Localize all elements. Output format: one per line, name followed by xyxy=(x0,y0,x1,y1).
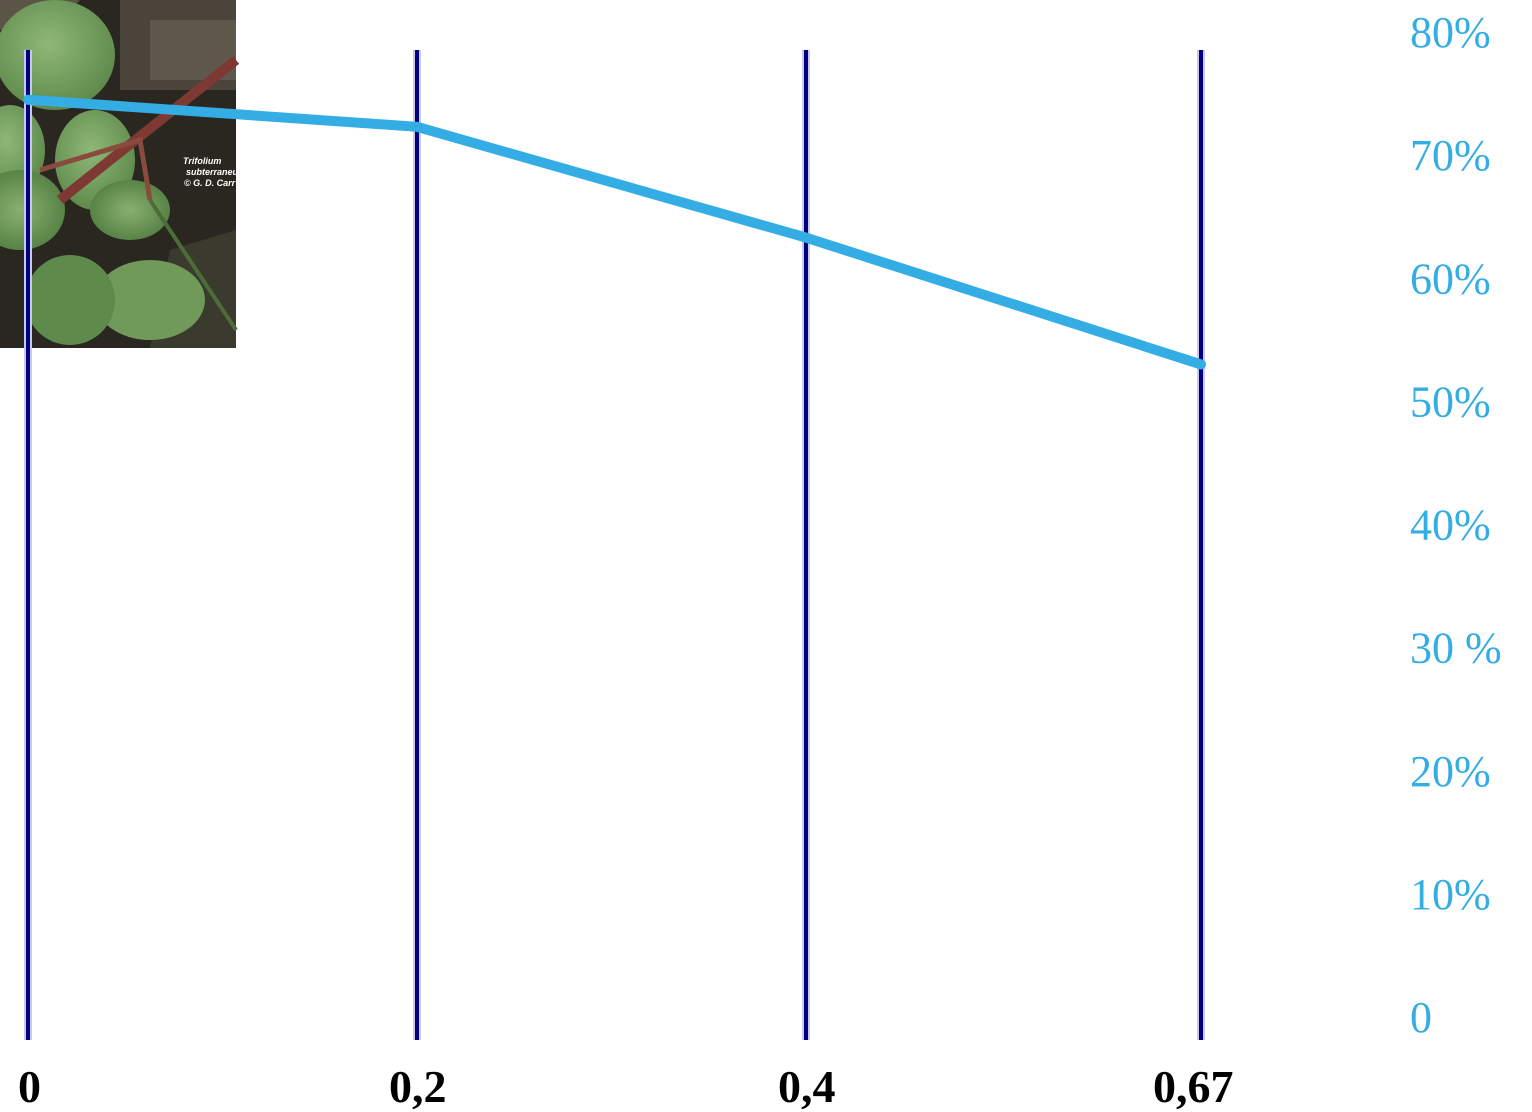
y-tick-label: 40% xyxy=(1410,501,1491,550)
x-tick-label: 0,67 xyxy=(1153,1061,1234,1112)
x-axis-ticks: 0 0,2 0,4 0,67 xyxy=(18,1061,1234,1112)
y-tick-label: 70% xyxy=(1410,131,1491,180)
data-point-1 xyxy=(412,121,422,132)
vertical-gridlines xyxy=(24,50,1205,1040)
y-tick-label: 10% xyxy=(1410,870,1491,919)
y-tick-label: 30 % xyxy=(1410,624,1502,673)
y-tick-label: 0 xyxy=(1410,993,1432,1042)
x-tick-label: 0 xyxy=(18,1061,41,1112)
clover-photo: Trifolium subterraneum © G. D. Carr xyxy=(0,0,246,348)
y-axis-ticks: 0 10% 20% 30 % 40% 50% 60% 70% 80% xyxy=(1410,8,1502,1042)
x-tick-label: 0,2 xyxy=(389,1061,447,1112)
data-point-3 xyxy=(1196,359,1206,370)
data-series xyxy=(23,94,1206,370)
series-line-0 xyxy=(27,94,1203,370)
y-tick-label: 60% xyxy=(1410,254,1491,303)
data-point-0 xyxy=(23,94,33,105)
y-tick-label: 50% xyxy=(1410,377,1491,426)
photo-caption-line2: subterraneum xyxy=(186,167,246,177)
photo-caption-line3: © G. D. Carr xyxy=(184,178,236,188)
data-point-2 xyxy=(801,232,811,243)
photo-caption-line1: Trifolium xyxy=(183,156,221,166)
x-tick-label: 0,4 xyxy=(778,1061,836,1112)
y-tick-label: 20% xyxy=(1410,747,1491,796)
y-tick-label: 80% xyxy=(1410,8,1491,57)
